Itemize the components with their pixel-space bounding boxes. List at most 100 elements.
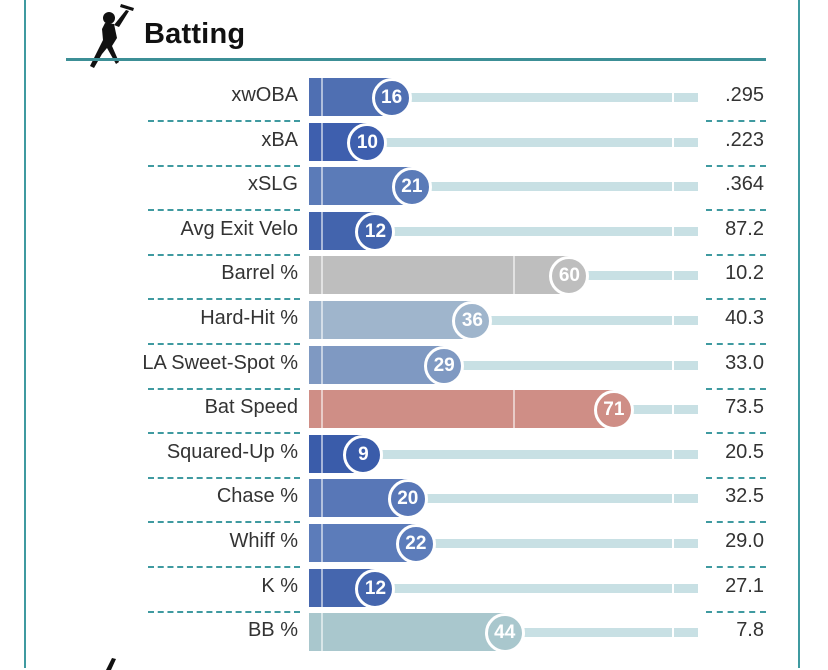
row-divider [148, 120, 300, 122]
metric-value: 27.1 [725, 574, 764, 597]
bar-tick [321, 479, 323, 518]
row-divider [148, 164, 300, 167]
metric-value: .295 [725, 84, 764, 106]
header-underline [66, 58, 766, 61]
metric-row: Bat Speed 71 73.5 [0, 390, 828, 435]
bar-tick [321, 390, 323, 429]
percentile-track [380, 182, 698, 192]
percentile-track [380, 360, 698, 370]
track-tick [672, 360, 674, 370]
row-divider [706, 476, 766, 479]
metric-row: Avg Exit Velo 12 87.2 [0, 211, 828, 256]
bar-tick [321, 613, 323, 652]
percentile-badge: 21 [391, 167, 432, 208]
metric-row: xSLG 21 .364 [0, 167, 828, 212]
metric-label: LA Sweet-Spot % [142, 351, 298, 374]
row-divider [148, 298, 300, 301]
percentile-track [380, 93, 698, 102]
row-divider [148, 209, 300, 212]
percentile-bar [309, 613, 505, 652]
metric-label: xBA [261, 128, 298, 151]
metric-label: Chase % [216, 485, 298, 508]
metric-value: 7.8 [736, 619, 764, 642]
percentile-badge: 29 [424, 345, 465, 386]
percentile-badge: 12 [355, 211, 396, 252]
bar-tick [513, 390, 515, 429]
row-divider [706, 387, 766, 390]
metric-value: 40.3 [725, 307, 764, 329]
bar-tick [321, 167, 323, 206]
percentile-badge: 22 [395, 524, 436, 564]
metric-value: 33.0 [725, 351, 764, 374]
track-tick [672, 628, 674, 638]
metric-value: 73.5 [725, 396, 764, 419]
row-divider [706, 566, 766, 568]
batter-silhouette-icon [90, 4, 134, 68]
percentile-badge: 60 [549, 256, 590, 297]
percentile-badge: 20 [387, 479, 428, 520]
row-divider [706, 298, 766, 301]
frame-right-border [798, 0, 800, 668]
percentile-badge: 36 [452, 301, 493, 341]
frame-left-border [24, 0, 26, 668]
percentile-track [380, 628, 698, 638]
percentile-track [380, 226, 698, 236]
metric-row: BB % 44 7.8 [0, 613, 828, 657]
row-divider [706, 610, 766, 613]
metric-label: BB % [247, 619, 298, 642]
percentile-track [380, 539, 698, 548]
percentile-badge: 44 [484, 613, 525, 654]
track-tick [672, 583, 674, 593]
row-divider [148, 432, 300, 435]
bar-tick [321, 78, 323, 116]
metric-row: xwOBA 16 .295 [0, 78, 828, 122]
metric-row: Whiff % 22 29.0 [0, 524, 828, 568]
metric-row: Barrel % 60 10.2 [0, 256, 828, 301]
metric-value: 10.2 [725, 262, 764, 285]
row-divider [148, 476, 300, 479]
row-divider [148, 610, 300, 613]
bar-tick [321, 568, 323, 607]
percentile-badge: 71 [593, 390, 634, 431]
metric-label: Barrel % [221, 262, 298, 285]
metric-row: Chase % 20 32.5 [0, 479, 828, 524]
percentile-badge: 12 [355, 568, 396, 609]
metric-value: 20.5 [725, 440, 764, 463]
row-divider [706, 164, 766, 167]
metric-value: 32.5 [725, 485, 764, 508]
metric-row: Squared-Up % 9 20.5 [0, 434, 828, 479]
percentile-badge: 16 [371, 78, 412, 118]
metric-label: Bat Speed [204, 396, 298, 419]
metric-label: Avg Exit Velo [180, 217, 298, 240]
row-divider [706, 343, 766, 345]
metric-label: K % [261, 574, 298, 597]
bar-tick [321, 301, 323, 339]
metric-value: 87.2 [725, 217, 764, 240]
percentile-badge: 9 [343, 434, 384, 475]
percentile-track [380, 583, 698, 593]
track-tick [672, 93, 674, 102]
bar-tick [321, 524, 323, 562]
row-divider [706, 253, 766, 256]
track-tick [672, 271, 674, 281]
track-tick [672, 494, 674, 504]
metric-label: xSLG [247, 173, 298, 196]
metric-label: xwOBA [231, 84, 298, 106]
section-title: Batting [144, 18, 246, 50]
row-divider [148, 253, 300, 256]
percentile-bar [309, 390, 614, 429]
metric-label: Squared-Up % [166, 440, 298, 463]
row-divider [148, 387, 300, 390]
row-divider [706, 209, 766, 212]
next-section-icon [106, 658, 116, 670]
percentile-track [380, 449, 698, 459]
metric-row: LA Sweet-Spot % 29 33.0 [0, 345, 828, 390]
bar-tick [513, 256, 515, 295]
metric-row: K % 12 27.1 [0, 568, 828, 613]
row-divider [706, 521, 766, 524]
metric-value: 29.0 [725, 530, 764, 552]
track-tick [672, 226, 674, 236]
row-divider [706, 432, 766, 435]
percentile-bar [309, 256, 570, 295]
bar-tick [321, 256, 323, 295]
